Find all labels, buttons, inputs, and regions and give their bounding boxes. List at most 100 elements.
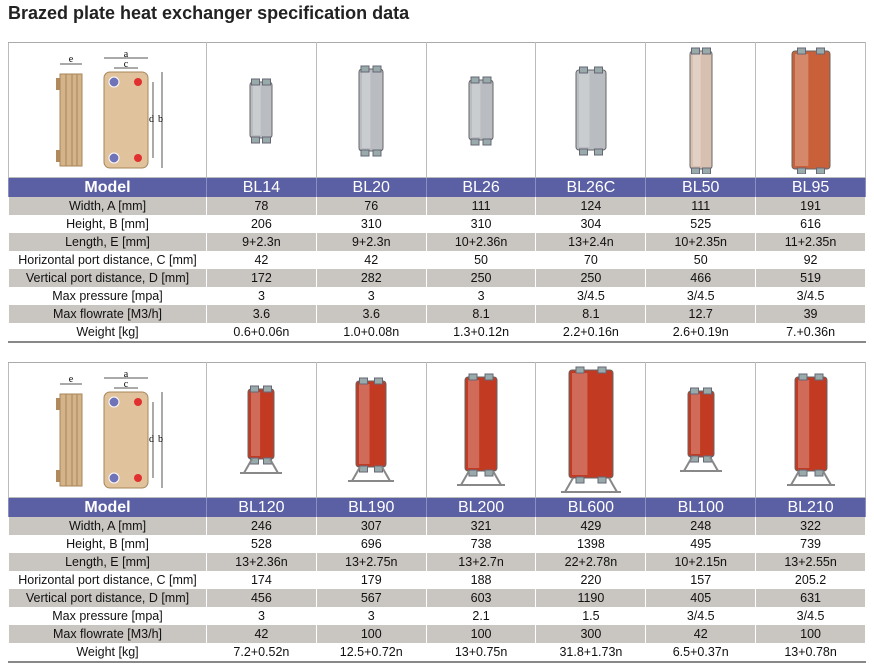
- cell-value: 3/4.5: [755, 607, 866, 625]
- cell-value: 100: [755, 625, 866, 643]
- table-row: Height, B [mm] 206 310 310 304 525 616: [8, 215, 866, 233]
- cell-value: 9+2.3n: [206, 233, 317, 251]
- cell-value: 1398: [535, 535, 647, 553]
- cell-value: 739: [755, 535, 866, 553]
- cell-value: 188: [425, 571, 537, 589]
- model-name: BL50: [645, 177, 757, 197]
- table-row: Max pressure [mpa] 3 3 3 3/4.5 3/4.5 3/4.5: [8, 287, 866, 305]
- cell-value: 13+2.55n: [755, 553, 866, 571]
- cell-value: 250: [425, 269, 537, 287]
- table-row: Horizontal port distance, C [mm] 174 179 18…: [8, 571, 866, 589]
- cell-value: 12.7: [645, 305, 757, 323]
- model-name: BL26: [425, 177, 537, 197]
- image-cell: [206, 42, 317, 178]
- cell-value: 22+2.78n: [535, 553, 647, 571]
- cell-value: 70: [535, 251, 647, 269]
- cell-value: 12.5+0.72n: [315, 643, 427, 663]
- cell-value: 220: [535, 571, 647, 589]
- cell-value: 10+2.15n: [645, 553, 757, 571]
- model-name: BL14: [206, 177, 317, 197]
- cell-value: 631: [755, 589, 866, 607]
- cell-value: 78: [206, 197, 317, 215]
- cell-value: 300: [535, 625, 647, 643]
- cell-value: 567: [315, 589, 427, 607]
- cell-value: 179: [315, 571, 427, 589]
- model-name: BL190: [315, 497, 427, 517]
- cell-value: 9+2.3n: [315, 233, 427, 251]
- cell-value: 39: [755, 305, 866, 323]
- cell-value: 50: [645, 251, 757, 269]
- cell-value: 738: [425, 535, 537, 553]
- cell-value: 0.6+0.06n: [206, 323, 317, 343]
- label-e: e: [68, 54, 73, 65]
- image-cell: [425, 42, 537, 178]
- row-label: Max flowrate [M3/h]: [8, 625, 207, 643]
- model-name: BL600: [535, 497, 647, 517]
- row-label: Height, B [mm]: [8, 535, 207, 553]
- cell-value: 157: [645, 571, 757, 589]
- cell-value: 2.2+0.16n: [535, 323, 647, 343]
- heat-exchanger-image: [560, 366, 621, 493]
- cell-value: 3/4.5: [755, 287, 866, 305]
- heat-exchanger-image: [240, 385, 283, 474]
- cell-value: 8.1: [535, 305, 647, 323]
- spec-table-2: e a c d b Model BL120 BL190 BL200 BL600 BL100…: [8, 362, 866, 663]
- model-name: BL200: [425, 497, 537, 517]
- cell-value: 10+2.36n: [425, 233, 537, 251]
- row-label: Max pressure [mpa]: [8, 607, 207, 625]
- cell-value: 310: [315, 215, 427, 233]
- table-row: Vertical port distance, D [mm] 456 567 603 1…: [8, 589, 866, 607]
- model-header: Model: [8, 177, 207, 197]
- cell-value: 191: [755, 197, 866, 215]
- cell-value: 282: [315, 269, 427, 287]
- table-row: Max flowrate [M3/h] 3.6 3.6 8.1 8.1 12.7 39: [8, 305, 866, 323]
- cell-value: 3/4.5: [535, 287, 647, 305]
- model-name: BL100: [645, 497, 757, 517]
- label-d: d: [149, 434, 154, 445]
- table-row: Weight [kg] 0.6+0.06n 1.0+0.08n 1.3+0.12n 2.…: [8, 323, 866, 343]
- row-label: Length, E [mm]: [8, 553, 207, 571]
- row-label: Weight [kg]: [8, 643, 207, 663]
- cell-value: 42: [206, 251, 317, 269]
- cell-value: 13+2.75n: [315, 553, 427, 571]
- row-label: Max pressure [mpa]: [8, 287, 207, 305]
- table-row: Length, E [mm] 13+2.36n 13+2.75n 13+2.7n 22+…: [8, 553, 866, 571]
- image-cell: [755, 42, 866, 178]
- heat-exchanger-image: [249, 78, 273, 144]
- cell-value: 1.3+0.12n: [425, 323, 537, 343]
- label-b: b: [158, 434, 163, 445]
- cell-value: 528: [206, 535, 317, 553]
- image-row: e a c d b: [8, 42, 866, 178]
- cell-value: 3: [315, 607, 427, 625]
- label-d: d: [149, 114, 154, 125]
- image-cell: [645, 362, 757, 498]
- image-cell: [535, 362, 647, 498]
- cell-value: 3: [206, 287, 317, 305]
- cell-value: 466: [645, 269, 757, 287]
- heat-exchanger-image: [457, 373, 506, 486]
- cell-value: 111: [645, 197, 757, 215]
- image-row: e a c d b: [8, 362, 866, 498]
- cell-value: 13+0.75n: [425, 643, 537, 663]
- row-label: Vertical port distance, D [mm]: [8, 269, 207, 287]
- row-label: Width, A [mm]: [8, 197, 207, 215]
- model-header: Model: [8, 497, 207, 517]
- cell-value: 174: [206, 571, 317, 589]
- heat-exchanger-image: [791, 47, 831, 174]
- cell-value: 172: [206, 269, 317, 287]
- row-label: Max flowrate [M3/h]: [8, 305, 207, 323]
- cell-value: 6.5+0.37n: [645, 643, 757, 663]
- cell-value: 42: [206, 625, 317, 643]
- cell-value: 7.+0.36n: [755, 323, 866, 343]
- cell-value: 603: [425, 589, 537, 607]
- heat-exchanger-image: [679, 387, 722, 472]
- cell-value: 3.6: [315, 305, 427, 323]
- cell-value: 322: [755, 517, 866, 535]
- cell-value: 13+2.36n: [206, 553, 317, 571]
- cell-value: 7.2+0.52n: [206, 643, 317, 663]
- cell-value: 1.5: [535, 607, 647, 625]
- cell-value: 3/4.5: [645, 607, 757, 625]
- cell-value: 111: [425, 197, 537, 215]
- model-name: BL20: [315, 177, 427, 197]
- model-name: BL210: [755, 497, 866, 517]
